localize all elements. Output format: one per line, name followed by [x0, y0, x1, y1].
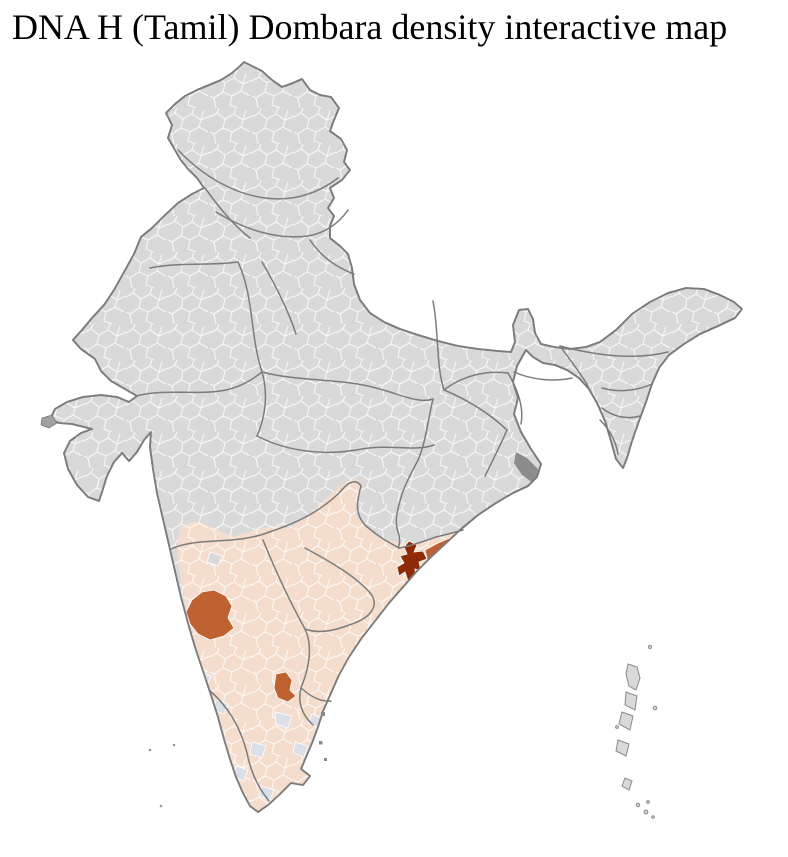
island-speck	[159, 804, 163, 808]
medium-density-district-west-karnataka[interactable]	[185, 589, 235, 641]
island	[635, 802, 641, 808]
medium-density-district-south-central[interactable]	[273, 671, 297, 703]
pale-district[interactable]	[292, 741, 309, 758]
island	[643, 809, 649, 815]
island	[625, 663, 641, 691]
island	[652, 705, 658, 711]
island	[621, 777, 633, 791]
state-borders	[135, 149, 669, 802]
lakshadweep-islands	[148, 743, 176, 808]
island	[618, 711, 634, 731]
kutch-islet	[40, 414, 58, 429]
pale-district[interactable]	[249, 741, 267, 759]
inner-no-data-district[interactable]	[206, 551, 223, 567]
island	[624, 691, 638, 711]
coastal-mark	[319, 741, 323, 745]
sundarbans-delta	[514, 452, 543, 483]
pale-district[interactable]	[258, 785, 275, 801]
andaman-nicobar-islands[interactable]	[615, 644, 658, 819]
small-coastal-districts	[40, 414, 327, 761]
pale-density-districts[interactable]	[196, 671, 323, 801]
island	[647, 644, 653, 650]
coastal-mark	[321, 712, 325, 716]
island-speck	[148, 748, 152, 752]
island	[651, 815, 655, 819]
map-title: DNA H (Tamil) Dombara density interactiv…	[12, 7, 728, 47]
coastal-mark	[324, 758, 327, 761]
island-speck	[172, 743, 176, 747]
island	[615, 739, 630, 757]
island	[646, 800, 650, 804]
pale-district[interactable]	[274, 711, 293, 729]
island	[615, 725, 619, 729]
